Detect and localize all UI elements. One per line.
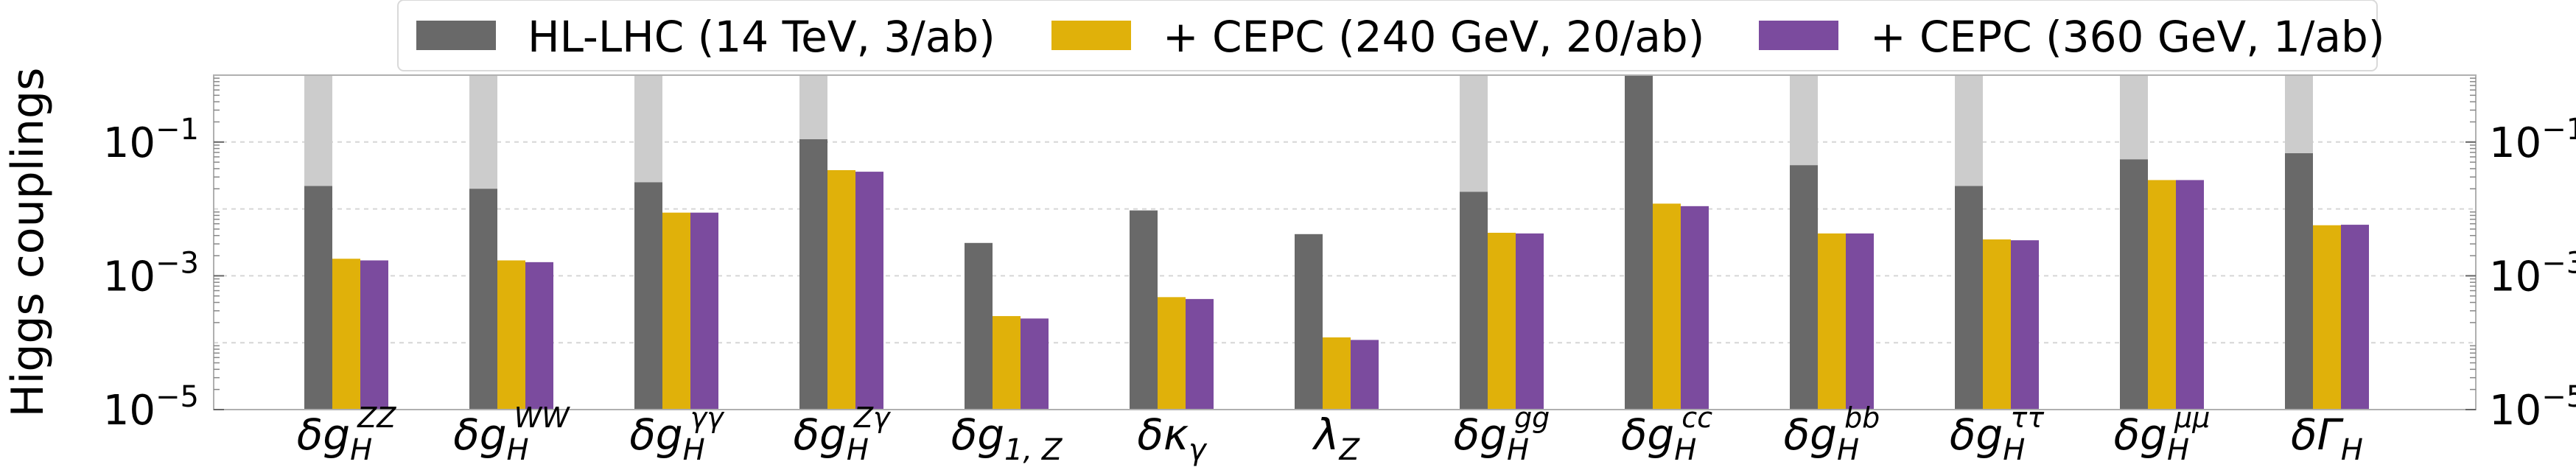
x-tick-label: δΓH (2291, 410, 2363, 467)
legend-swatch-cepc-360 (1759, 21, 1838, 50)
x-tick-label: δκγ (1137, 410, 1208, 467)
bar-cepc-360-gev-1-ab (2341, 225, 2369, 410)
legend-frame (397, 0, 2378, 71)
legend-swatch-cepc-240 (1051, 21, 1131, 50)
grid-lines (214, 141, 2476, 344)
plot-frame (213, 74, 2477, 410)
bar-cepc-240-gev-20-ab (497, 260, 525, 410)
y-tick-label-left: 10−1 (103, 113, 199, 167)
bar-cepc-360-gev-1-ab (1516, 233, 1544, 410)
x-tick-label: δgHWW (453, 401, 570, 467)
legend: HL-LHC (14 TeV, 3/ab) + CEPC (240 GeV, 2… (397, 0, 2384, 71)
bar-cepc-240-gev-20-ab (993, 316, 1021, 410)
bar-cepc-360-gev-1-ab (1351, 340, 1379, 410)
y-tick-label-right: 10−1 (2489, 113, 2576, 167)
bar-cepc-360-gev-1-ab (1846, 233, 1874, 410)
bar-cepc-240-gev-20-ab (827, 169, 855, 410)
bar-hl-lhc-14-tev-3-ab (965, 242, 993, 410)
x-tick-label: δg1, Z (951, 410, 1063, 467)
bar-hl-lhc-14-tev-3-ab (1295, 234, 1323, 410)
bar-cepc-240-gev-20-ab (1323, 337, 1351, 410)
bars (304, 75, 2369, 410)
x-tick-label: δgHcc (1621, 401, 1712, 467)
bar-hl-lhc-14-tev-3-ab (1130, 210, 1158, 410)
bar-cepc-240-gev-20-ab (1818, 233, 1846, 410)
x-tick-label: δgHZZ (297, 401, 396, 467)
legend-label-hl-lhc: HL-LHC (14 TeV, 3/ab) (528, 12, 995, 62)
bar-cepc-360-gev-1-ab (1186, 298, 1214, 410)
x-tick-label: δgHγγ (629, 401, 725, 467)
bar-hl-lhc-14-tev-3-ab (2285, 153, 2313, 410)
bar-hl-lhc-14-tev-3-ab (469, 189, 497, 410)
bar-cepc-360-gev-1-ab (1681, 206, 1709, 410)
y-tick-label-left: 10−3 (103, 246, 199, 301)
legend-label-cepc-240: + CEPC (240 GeV, 20/ab) (1163, 12, 1704, 62)
legend-label-cepc-360: + CEPC (360 GeV, 1/ab) (1870, 12, 2384, 62)
bar-cepc-240-gev-20-ab (332, 259, 360, 410)
bar-cepc-360-gev-1-ab (1021, 318, 1049, 410)
bar-cepc-360-gev-1-ab (855, 172, 883, 410)
bar-cepc-240-gev-20-ab (2148, 180, 2176, 410)
x-tick-label: δgHμμ (2114, 401, 2211, 467)
bar-cepc-360-gev-1-ab (525, 262, 553, 410)
legend-swatch-hl-lhc (416, 21, 496, 50)
y-axis-ticks: 10−5 10−5 10−3 10−3 10−1 10−1 (103, 77, 2576, 435)
bar-cepc-360-gev-1-ab (2011, 240, 2039, 410)
bar-hl-lhc-14-tev-3-ab (799, 139, 827, 410)
bar-hl-lhc-14-tev-3-ab (1955, 186, 1983, 410)
bar-cepc-360-gev-1-ab (2176, 180, 2204, 410)
bar-cepc-240-gev-20-ab (2313, 225, 2341, 410)
bar-cepc-240-gev-20-ab (1488, 232, 1516, 410)
y-tick-label-right: 10−3 (2489, 246, 2576, 301)
bar-hl-lhc-14-tev-3-ab (634, 182, 662, 410)
bar-cepc-240-gev-20-ab (1158, 297, 1186, 410)
bar-hl-lhc-14-tev-3-ab (1625, 75, 1653, 410)
y-tick-label-right: 10−5 (2489, 380, 2576, 435)
bar-cepc-240-gev-20-ab (1653, 203, 1681, 410)
bar-cepc-240-gev-20-ab (662, 212, 690, 410)
x-axis-labels: δgHZZ δgHWW δgHγγ δgHZγ δg1, Z δκγ λZ δgHgg δgHc… (297, 401, 2363, 467)
x-tick-label: δgHgg (1454, 401, 1550, 467)
bar-cepc-240-gev-20-ab (1983, 239, 2011, 410)
x-tick-label: δgHbb (1784, 401, 1880, 467)
bar-hl-lhc-14-tev-3-ab (304, 186, 332, 410)
y-axis-label: Higgs couplings (2, 68, 54, 418)
x-tick-label: δgHZγ (794, 401, 892, 467)
bar-cepc-360-gev-1-ab (690, 212, 718, 410)
bar-hl-lhc-14-tev-3-ab (1790, 165, 1818, 410)
bar-hl-lhc-14-tev-3-ab (1460, 192, 1488, 410)
y-tick-label-left: 10−5 (103, 380, 199, 435)
x-tick-label: δgHττ (1950, 401, 2045, 467)
bar-cepc-360-gev-1-ab (360, 260, 388, 410)
x-tick-label: λZ (1312, 410, 1360, 467)
bar-hl-lhc-14-tev-3-ab (2120, 159, 2148, 410)
